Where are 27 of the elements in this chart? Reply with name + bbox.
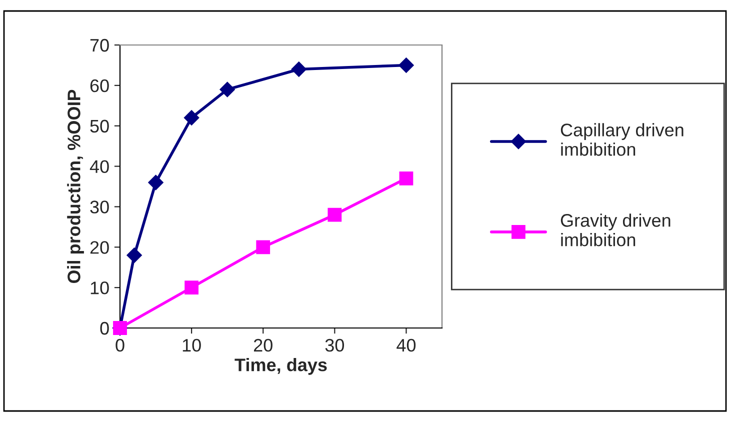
point <box>126 248 142 263</box>
point <box>399 171 414 186</box>
x-tick-label: 40 <box>396 338 416 352</box>
y-tick-label: 10 <box>90 282 109 294</box>
x-tick-label: 20 <box>254 338 272 352</box>
y-tick-label: 0 <box>100 322 109 335</box>
x-axis-title: Time, days <box>234 358 327 375</box>
point <box>184 280 198 295</box>
point <box>148 174 164 190</box>
x-tick-label: 0 <box>116 338 124 352</box>
point <box>184 110 200 126</box>
y-tick-label: 50 <box>90 120 109 133</box>
point <box>398 58 414 73</box>
point <box>291 62 306 77</box>
point <box>256 240 270 254</box>
legend-label: Capillary driven imbibition <box>560 123 684 156</box>
y-tick-label: 60 <box>90 79 109 92</box>
point <box>328 208 342 222</box>
y-tick-label: 70 <box>90 38 109 52</box>
legend-label: Gravity driven imbibition <box>560 214 670 246</box>
y-tick-label: 30 <box>90 200 109 214</box>
y-tick-label: 40 <box>90 160 109 174</box>
x-tick-label: 30 <box>325 338 344 352</box>
y-axis-title: Oil production, %OOIP <box>67 90 84 284</box>
point <box>220 82 235 98</box>
y-tick-label: 20 <box>90 241 109 254</box>
x-tick-label: 10 <box>182 338 201 352</box>
